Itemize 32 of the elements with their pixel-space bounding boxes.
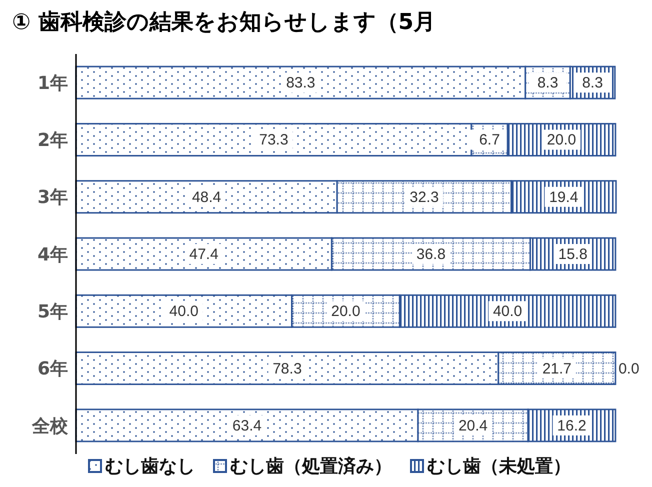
y-tick-label: 6年 xyxy=(37,358,68,380)
legend-label: むし歯（処置済み） xyxy=(229,455,392,478)
data-label: 8.3 xyxy=(537,74,558,92)
legend-label: むし歯なし xyxy=(104,455,195,478)
data-label: 20.4 xyxy=(458,417,488,434)
data-label: 20.0 xyxy=(546,132,576,149)
data-label: 40.0 xyxy=(492,303,522,320)
y-tick-label: 5年 xyxy=(37,302,68,323)
y-tick-label: 全校 xyxy=(31,416,69,437)
data-label: 19.4 xyxy=(549,188,578,206)
data-label: 0.0 xyxy=(618,360,640,378)
data-label: 16.2 xyxy=(557,417,586,434)
data-label: 63.4 xyxy=(232,417,262,434)
data-label: 73.3 xyxy=(259,132,288,149)
data-label: 40.0 xyxy=(169,303,198,320)
data-label: 78.3 xyxy=(272,360,302,378)
chart-title: ① 歯科検診の結果をお知らせします（5月 xyxy=(11,9,437,37)
y-tick-label: 2年 xyxy=(37,130,68,152)
y-tick-label: 4年 xyxy=(37,244,68,266)
data-label: 32.3 xyxy=(410,188,439,206)
data-label: 21.7 xyxy=(542,360,572,378)
data-label: 20.0 xyxy=(331,303,360,320)
y-tick-label: 1年 xyxy=(37,72,68,94)
data-label: 36.8 xyxy=(416,246,446,263)
y-tick-label: 3年 xyxy=(37,187,68,208)
legend-label: むし歯（未処置） xyxy=(426,455,571,478)
data-label: 48.4 xyxy=(192,188,222,206)
data-label: 8.3 xyxy=(582,74,603,92)
data-label: 47.4 xyxy=(189,246,218,263)
data-label: 83.3 xyxy=(286,74,316,92)
data-label: 6.7 xyxy=(479,132,500,149)
data-label: 15.8 xyxy=(558,246,588,263)
